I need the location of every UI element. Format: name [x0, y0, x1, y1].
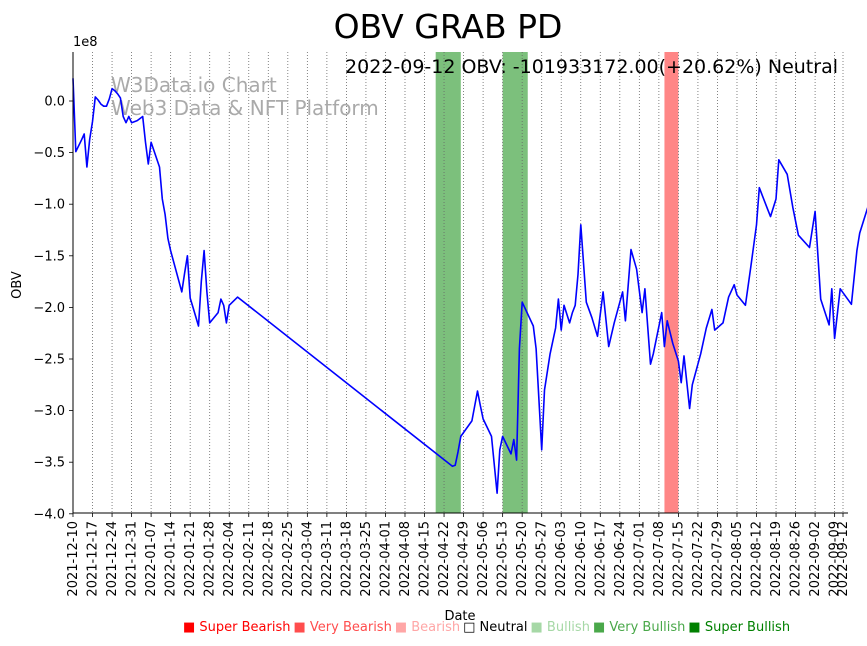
- x-tick-label: 2021-12-17: [86, 521, 101, 597]
- chart-annotation: 2022-09-12 OBV: -101933172.00(+20.62%) N…: [345, 56, 838, 78]
- x-tick-label: 2022-05-06: [476, 521, 491, 597]
- x-tick-label: 2022-05-27: [535, 521, 550, 597]
- x-tick-label: 2022-02-25: [281, 521, 296, 597]
- x-tick-label: 2022-03-18: [339, 521, 354, 597]
- x-tick-label: 2022-09-09: [828, 521, 843, 597]
- x-tick-label: 2022-01-14: [164, 521, 179, 597]
- x-tick-label: 2022-02-04: [222, 521, 237, 597]
- y-tick-label: 0.0: [44, 95, 65, 110]
- y-tick-label: −3.0: [33, 404, 65, 419]
- x-tick-label: 2022-04-22: [437, 521, 452, 597]
- watermark-line: Web3 Data & NFT Platform: [111, 96, 379, 120]
- x-tick-label: 2022-04-01: [378, 521, 393, 597]
- obv-series: [72, 78, 867, 495]
- signal-band: [502, 52, 528, 513]
- legend-item: ■ Very Bearish: [293, 620, 392, 635]
- y-offset-label: 1e8: [73, 35, 98, 50]
- x-tick-label: 2022-01-28: [203, 521, 218, 597]
- x-tick-label: 2022-07-22: [691, 521, 706, 597]
- x-tick-label: 2022-06-03: [554, 521, 569, 597]
- x-tick-label: 2022-08-19: [769, 521, 784, 597]
- x-tick-label: 2022-06-10: [574, 521, 589, 597]
- x-tick-label: 2022-09-02: [808, 521, 823, 597]
- y-tick-label: −2.5: [33, 353, 65, 368]
- x-tick-label: 2022-02-11: [242, 521, 257, 597]
- chart-title: OBV GRAB PD: [334, 7, 563, 46]
- obv-line: [72, 78, 867, 495]
- x-tick-label: 2022-04-29: [457, 521, 472, 597]
- x-tick-label: 2022-07-08: [652, 521, 667, 597]
- x-tick-label: 2022-05-20: [515, 521, 530, 597]
- watermark-line: W3Data.io Chart: [111, 73, 277, 97]
- y-tick-label: −3.5: [33, 456, 65, 471]
- x-tick-label: 2022-03-25: [359, 521, 374, 597]
- legend-item: ■ Super Bullish: [688, 620, 791, 635]
- y-tick-label: −2.0: [33, 301, 65, 316]
- signal-legend: ■ Super Bearish ■ Very Bearish ■ Bearish □ …: [183, 620, 793, 635]
- y-tick-label: −0.5: [33, 146, 65, 161]
- x-axis-ticks: 2021-12-10 2021-12-17 2021-12-24 2021-12-31…: [66, 513, 851, 597]
- y-tick-label: −4.0: [33, 507, 65, 522]
- y-axis-ticks: 0.0 −0.5 −1.0 −1.5 −2.0 −2.5 −3.0 −3.5 −4.0: [33, 95, 73, 522]
- x-tick-label: 2022-01-21: [183, 521, 198, 597]
- legend-item: ■ Bullish: [530, 620, 590, 635]
- x-tick-label: 2021-12-31: [125, 521, 140, 597]
- x-tick-label: 2022-04-15: [418, 521, 433, 597]
- x-tick-label: 2022-08-05: [730, 521, 745, 597]
- x-tick-label: 2022-01-07: [144, 521, 159, 597]
- legend-item: ■ Very Bullish: [592, 620, 686, 635]
- legend-item: □ Neutral: [463, 620, 528, 635]
- y-tick-label: −1.5: [33, 249, 65, 264]
- x-tick-label: 2022-07-15: [671, 521, 686, 597]
- x-tick-label: 2022-07-29: [710, 521, 725, 597]
- x-tick-label: 2022-02-18: [261, 521, 276, 597]
- x-tick-label: 2022-06-24: [613, 521, 628, 597]
- x-tick-label: 2022-04-08: [398, 521, 413, 597]
- legend-item: ■ Super Bearish: [183, 620, 291, 635]
- signal-band: [664, 52, 679, 513]
- signal-band: [435, 52, 461, 513]
- x-tick-label: 2021-12-10: [66, 521, 81, 597]
- axes: [72, 52, 848, 514]
- x-tick-label: 2021-12-24: [105, 521, 120, 597]
- y-tick-label: −1.0: [33, 198, 65, 213]
- x-tick-label: 2022-03-11: [320, 521, 335, 597]
- signal-bands: [435, 52, 679, 513]
- x-axis-label: Date: [444, 609, 475, 624]
- y-axis-label: OBV: [10, 271, 25, 299]
- legend-item: ■ Bearish: [394, 620, 461, 635]
- x-tick-label: 2022-05-13: [496, 521, 511, 597]
- x-tick-label: 2022-06-17: [593, 521, 608, 597]
- x-tick-label: 2022-09-12: [836, 521, 851, 597]
- x-tick-label: 2022-08-12: [750, 521, 765, 597]
- x-tick-label: 2022-03-04: [300, 521, 315, 597]
- x-tick-label: 2022-07-01: [632, 521, 647, 597]
- x-tick-label: 2022-08-26: [789, 521, 804, 597]
